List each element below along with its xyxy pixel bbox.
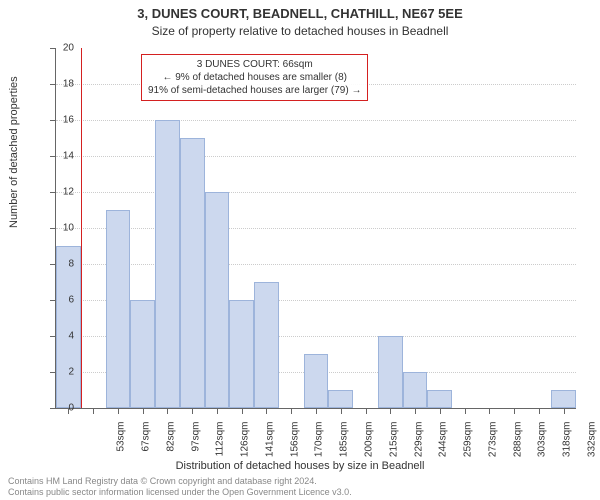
gridline <box>56 264 576 265</box>
x-tick-label: 82sqm <box>165 422 176 472</box>
x-tick <box>539 408 540 414</box>
chart-subtitle: Size of property relative to detached ho… <box>0 24 600 38</box>
histogram-bar <box>254 282 279 408</box>
x-tick <box>465 408 466 414</box>
y-tick-label: 12 <box>50 187 74 198</box>
x-tick-label: 53sqm <box>116 422 127 472</box>
x-tick-label: 288sqm <box>512 422 523 472</box>
y-tick-label: 4 <box>50 331 74 342</box>
annotation-line3: 91% of semi-detached houses are larger (… <box>148 84 361 97</box>
x-tick <box>341 408 342 414</box>
x-tick <box>291 408 292 414</box>
chart-container: 3, DUNES COURT, BEADNELL, CHATHILL, NE67… <box>0 0 600 500</box>
x-tick <box>390 408 391 414</box>
x-tick <box>167 408 168 414</box>
x-tick-label: 273sqm <box>487 422 498 472</box>
x-tick-label: 229sqm <box>413 422 424 472</box>
x-tick <box>192 408 193 414</box>
histogram-bar <box>229 300 254 408</box>
x-tick-label: 332sqm <box>586 422 597 472</box>
y-tick-label: 18 <box>50 79 74 90</box>
footer-line1: Contains HM Land Registry data © Crown c… <box>8 476 352 487</box>
plot-area: 3 DUNES COURT: 66sqm← 9% of detached hou… <box>55 48 576 409</box>
histogram-bar <box>155 120 180 408</box>
histogram-bar <box>551 390 576 408</box>
y-tick-label: 10 <box>50 223 74 234</box>
x-tick <box>266 408 267 414</box>
x-tick <box>93 408 94 414</box>
x-tick <box>366 408 367 414</box>
histogram-bar <box>56 246 81 408</box>
property-marker-line <box>81 48 82 408</box>
histogram-bar <box>130 300 155 408</box>
x-tick-label: 244sqm <box>438 422 449 472</box>
gridline <box>56 156 576 157</box>
x-tick <box>316 408 317 414</box>
x-tick-label: 112sqm <box>215 422 226 472</box>
gridline <box>56 192 576 193</box>
x-tick-label: 185sqm <box>339 422 350 472</box>
y-tick-label: 14 <box>50 151 74 162</box>
x-tick-label: 303sqm <box>537 422 548 472</box>
x-tick <box>564 408 565 414</box>
gridline <box>56 228 576 229</box>
y-tick-label: 2 <box>50 367 74 378</box>
histogram-bar <box>403 372 428 408</box>
y-tick-label: 16 <box>50 115 74 126</box>
x-tick-label: 97sqm <box>190 422 201 472</box>
x-tick <box>217 408 218 414</box>
x-tick-label: 259sqm <box>463 422 474 472</box>
gridline <box>56 120 576 121</box>
x-tick-label: 215sqm <box>388 422 399 472</box>
x-tick <box>489 408 490 414</box>
x-tick <box>440 408 441 414</box>
x-tick-label: 156sqm <box>289 422 300 472</box>
x-tick-label: 318sqm <box>562 422 573 472</box>
x-tick-label: 141sqm <box>264 422 275 472</box>
footer-line2: Contains public sector information licen… <box>8 487 352 498</box>
y-tick-label: 6 <box>50 295 74 306</box>
histogram-bar <box>328 390 353 408</box>
annotation-line1: 3 DUNES COURT: 66sqm <box>148 58 361 71</box>
chart-title: 3, DUNES COURT, BEADNELL, CHATHILL, NE67… <box>0 6 600 21</box>
histogram-bar <box>304 354 329 408</box>
annotation-line2: ← 9% of detached houses are smaller (8) <box>148 71 361 84</box>
histogram-bar <box>106 210 131 408</box>
x-tick <box>118 408 119 414</box>
histogram-bar <box>378 336 403 408</box>
x-tick <box>143 408 144 414</box>
y-axis-label: Number of detached properties <box>8 76 20 228</box>
x-tick-label: 126sqm <box>240 422 251 472</box>
histogram-bar <box>180 138 205 408</box>
annotation-box: 3 DUNES COURT: 66sqm← 9% of detached hou… <box>141 54 368 101</box>
x-tick-label: 200sqm <box>364 422 375 472</box>
footer-attribution: Contains HM Land Registry data © Crown c… <box>8 476 352 498</box>
x-tick-label: 67sqm <box>141 422 152 472</box>
y-tick-label: 20 <box>50 43 74 54</box>
x-tick <box>415 408 416 414</box>
y-tick-label: 0 <box>50 403 74 414</box>
histogram-bar <box>205 192 230 408</box>
x-tick <box>242 408 243 414</box>
x-tick <box>514 408 515 414</box>
y-tick-label: 8 <box>50 259 74 270</box>
histogram-bar <box>427 390 452 408</box>
x-tick-label: 170sqm <box>314 422 325 472</box>
